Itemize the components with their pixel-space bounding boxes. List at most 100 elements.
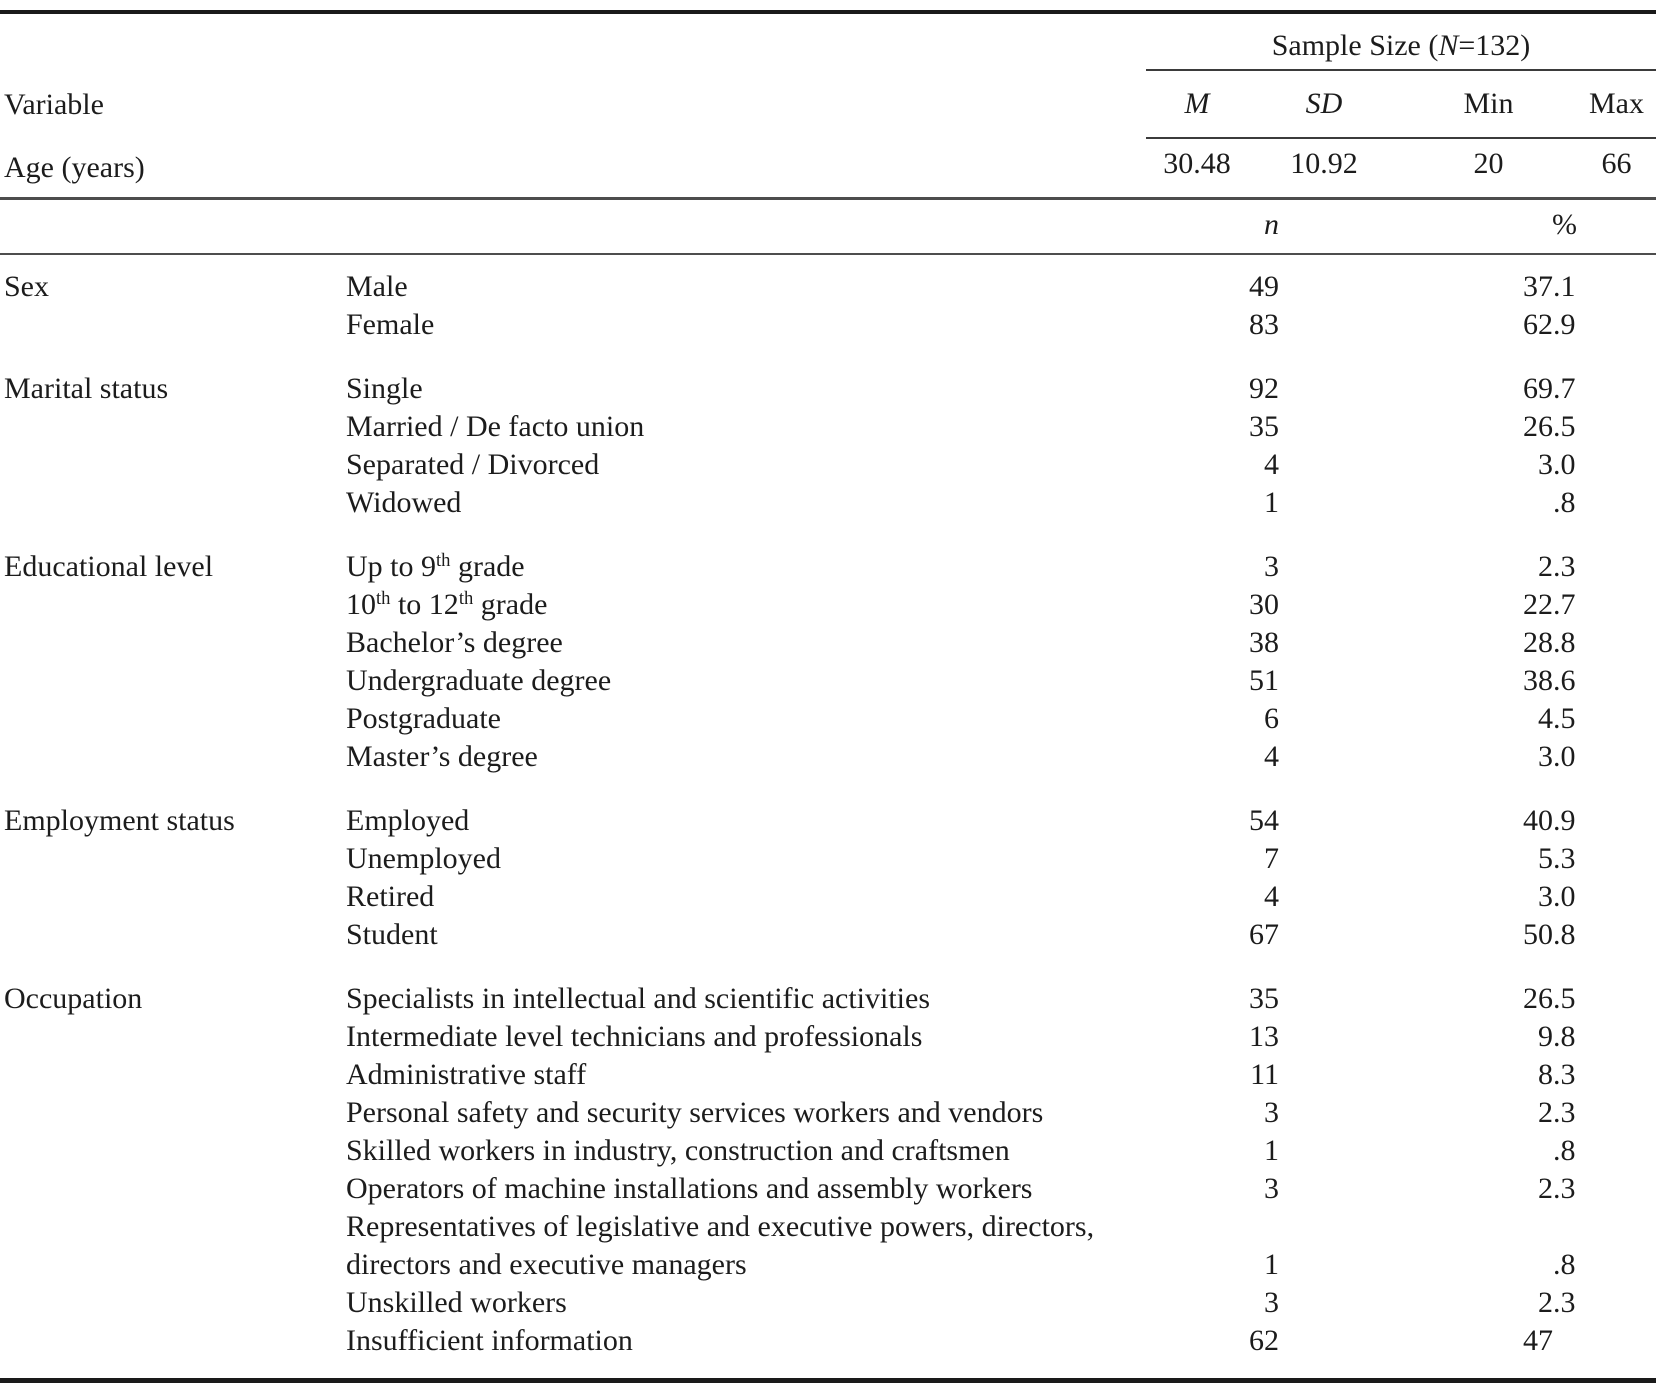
- table-row: Unemployed 7 5 .3: [0, 840, 1656, 878]
- category-label: Postgraduate: [346, 702, 501, 735]
- percent-value-integer: 2: [1538, 1286, 1553, 1319]
- percent-value-decimal: .5: [1553, 410, 1576, 443]
- percent-value-integer: 2: [1538, 550, 1553, 583]
- category-label: Administrative staff: [346, 1058, 587, 1091]
- percent-value-decimal: .0: [1553, 448, 1576, 481]
- percent-value-decimal: .3: [1553, 1286, 1576, 1319]
- table-row: Employment status Employed 54 40 .9: [0, 802, 1656, 840]
- table-row: Educational level Up to 9th grade 3 2 .3: [0, 548, 1656, 586]
- age-max-value: 66: [1601, 147, 1632, 180]
- count-value: 4: [1264, 448, 1279, 481]
- percent-value-decimal: .8: [1553, 1020, 1576, 1053]
- percent-value-integer: 4: [1538, 702, 1553, 735]
- percent-value-decimal: .8: [1553, 486, 1576, 519]
- table-group: Employment status Employed 54 40 .9 Unem…: [0, 802, 1656, 954]
- percent-value-decimal: .1: [1553, 270, 1576, 303]
- age-row-label: Age (years): [4, 151, 145, 184]
- count-value: 38: [1249, 626, 1279, 659]
- variable-label: Educational level: [4, 550, 214, 583]
- variable-label: Marital status: [4, 372, 169, 405]
- table-group: Marital status Single 92 69 .7 Married /…: [0, 370, 1656, 522]
- age-sd-value: 10.92: [1290, 147, 1358, 180]
- category-label: Skilled workers in industry, constructio…: [346, 1134, 1010, 1167]
- table-row: Representatives of legislative and execu…: [0, 1208, 1656, 1284]
- percent-value-integer: 40: [1523, 804, 1553, 837]
- percent-value-decimal: .0: [1553, 740, 1576, 773]
- sample-size-title: Sample Size (N=132): [1146, 14, 1656, 71]
- percent-value-integer: 50: [1523, 918, 1553, 951]
- count-value: 62: [1249, 1324, 1279, 1357]
- category-label: Operators of machine installations and a…: [346, 1172, 1033, 1205]
- table-row: Skilled workers in industry, constructio…: [0, 1132, 1656, 1170]
- count-value: 3: [1264, 1096, 1279, 1129]
- count-value: 51: [1249, 664, 1279, 697]
- category-label: Bachelor’s degree: [346, 626, 563, 659]
- table-group: Educational level Up to 9th grade 3 2 .3…: [0, 548, 1656, 776]
- count-percent-header-row: n %: [0, 197, 1656, 255]
- table-row: Separated / Divorced 4 3 .0: [0, 446, 1656, 484]
- percent-value-decimal: .8: [1553, 1248, 1576, 1281]
- percent-value-decimal: .5: [1553, 702, 1576, 735]
- category-label: Insufficient information: [346, 1324, 633, 1357]
- category-label: Employed: [346, 804, 470, 837]
- count-value: 30: [1249, 588, 1279, 621]
- sample-size-header-row: Sample Size (N=132): [0, 14, 1656, 71]
- percent-value-decimal: .3: [1553, 1172, 1576, 1205]
- percent-value-integer: 26: [1523, 982, 1553, 1015]
- percent-value-integer: 3: [1538, 880, 1553, 913]
- table-bottom-rule: [0, 1378, 1656, 1383]
- count-value: 35: [1249, 982, 1279, 1015]
- category-label: Separated / Divorced: [346, 448, 600, 481]
- table-row: Widowed 1 .8: [0, 484, 1656, 522]
- percent-value-decimal: .3: [1553, 1096, 1576, 1129]
- variable-column-header: Variable: [4, 88, 104, 121]
- table-body: Sex Male 4 9 3 7 .1 Female 8 3 62 .9 Marita…: [0, 255, 1656, 1360]
- category-label: Single: [346, 372, 423, 405]
- table-row: Retired 4 3 .0: [0, 878, 1656, 916]
- percent-value-integer: 38: [1523, 664, 1553, 697]
- table-row: Marital status Single 92 69 .7: [0, 370, 1656, 408]
- percent-value-integer: 26: [1523, 410, 1553, 443]
- stat-column-min: Min: [1463, 87, 1514, 120]
- category-label: Male: [346, 270, 408, 303]
- count-value: 7: [1264, 842, 1279, 875]
- percent-value-integer: 22: [1523, 588, 1553, 621]
- category-label: Undergraduate degree: [346, 664, 612, 697]
- sample-size-title-text: Sample Size (N=132): [1271, 29, 1531, 62]
- count-value: 3: [1264, 550, 1279, 583]
- percent-value-integer: 8: [1538, 1058, 1553, 1091]
- table-group: Occupation Specialists in intellectual a…: [0, 980, 1656, 1360]
- category-label: Representatives of legislative and execu…: [346, 1210, 1095, 1281]
- percent-value-integer: 2: [1538, 1096, 1553, 1129]
- table-row: Personal safety and security services wo…: [0, 1094, 1656, 1132]
- table-row: Occupation Specialists in intellectual a…: [0, 980, 1656, 1018]
- percent-value-decimal: .8: [1553, 1134, 1576, 1167]
- category-label: Married / De facto union: [346, 410, 645, 443]
- table-top-rule: [0, 10, 1656, 14]
- category-label: Personal safety and security services wo…: [346, 1096, 1044, 1129]
- table-row: Master’s degree 4 3 .0: [0, 738, 1656, 776]
- percent-value-integer: 28: [1523, 626, 1553, 659]
- category-label: Retired: [346, 880, 435, 913]
- stat-column-m: M: [1184, 87, 1210, 120]
- percent-value-integer: 2: [1538, 1172, 1553, 1205]
- table-row: Postgraduate 6 4 .5: [0, 700, 1656, 738]
- table-row: 10th to 12th grade 30 22 .7: [0, 586, 1656, 624]
- table-row: Unskilled workers 3 2 .3: [0, 1284, 1656, 1322]
- count-value: 54: [1249, 804, 1279, 837]
- percent-value-decimal: .8: [1553, 626, 1576, 659]
- count-value: 13: [1249, 1020, 1279, 1053]
- table-row: Operators of machine installations and a…: [0, 1170, 1656, 1208]
- percent-column-header: %: [1552, 207, 1577, 241]
- percent-value-integer: 5: [1538, 842, 1553, 875]
- percent-value-decimal: .9: [1553, 804, 1576, 837]
- count-value: 4: [1264, 880, 1279, 913]
- category-label: Up to 9th grade: [346, 549, 525, 583]
- percent-value-integer: 9: [1538, 1020, 1553, 1053]
- variable-label: Sex: [4, 270, 49, 303]
- category-label: Female: [346, 308, 435, 341]
- count-value: 1: [1264, 1248, 1279, 1281]
- table-row: Student 67 50 .8: [0, 916, 1656, 954]
- count-value: 4: [1264, 740, 1279, 773]
- category-label: 10th to 12th grade: [346, 587, 548, 621]
